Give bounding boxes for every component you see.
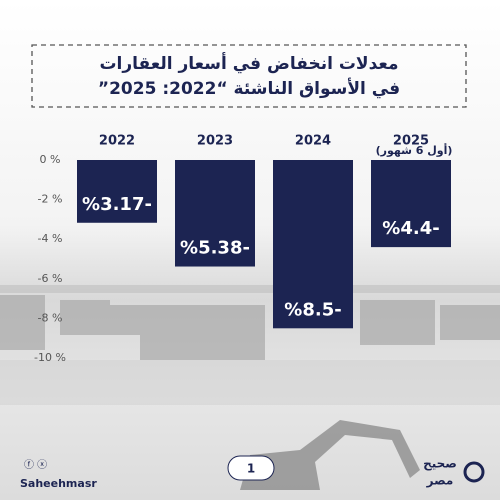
value-label: %3.17- <box>82 194 152 215</box>
y-tick-label: 0 % <box>40 153 61 166</box>
title-line: في الأسواق الناشئة “2022: 2025” <box>98 78 400 99</box>
title-box <box>31 44 467 108</box>
value-label: %8.5- <box>284 299 341 320</box>
y-tick-label: -8 % <box>38 311 63 324</box>
handle: Saheehmasr <box>20 477 97 490</box>
bar <box>77 160 157 223</box>
y-tick-label: -10 % <box>34 351 66 364</box>
bar <box>371 160 451 248</box>
excavator <box>240 420 420 490</box>
page-number: 1 <box>247 462 255 476</box>
x-tick-label: 2025 <box>393 134 429 149</box>
logo-mark <box>463 461 485 483</box>
title-line: معدلات انخفاض في أسعار العقارات <box>99 52 398 74</box>
x-tick-label: 2024 <box>295 134 331 149</box>
social-icons: ⓕ ⓧ <box>24 459 47 471</box>
y-tick-label: -6 % <box>38 272 63 285</box>
value-label: %4.4- <box>382 218 439 239</box>
building-silhouettes <box>0 285 500 360</box>
bar <box>175 160 255 267</box>
y-tick-label: -2 % <box>38 193 63 206</box>
bar <box>273 160 353 329</box>
value-label: %5.38- <box>180 238 250 259</box>
logo-text: مصر <box>426 474 454 488</box>
category-note: (أول 6 شهور) <box>376 143 453 157</box>
page-pill <box>227 455 275 481</box>
y-tick-label: -4 % <box>38 232 63 245</box>
x-tick-label: 2022 <box>99 134 135 149</box>
ground <box>0 360 500 405</box>
x-tick-label: 2023 <box>197 134 233 149</box>
logo-text: صحيح <box>423 457 457 471</box>
